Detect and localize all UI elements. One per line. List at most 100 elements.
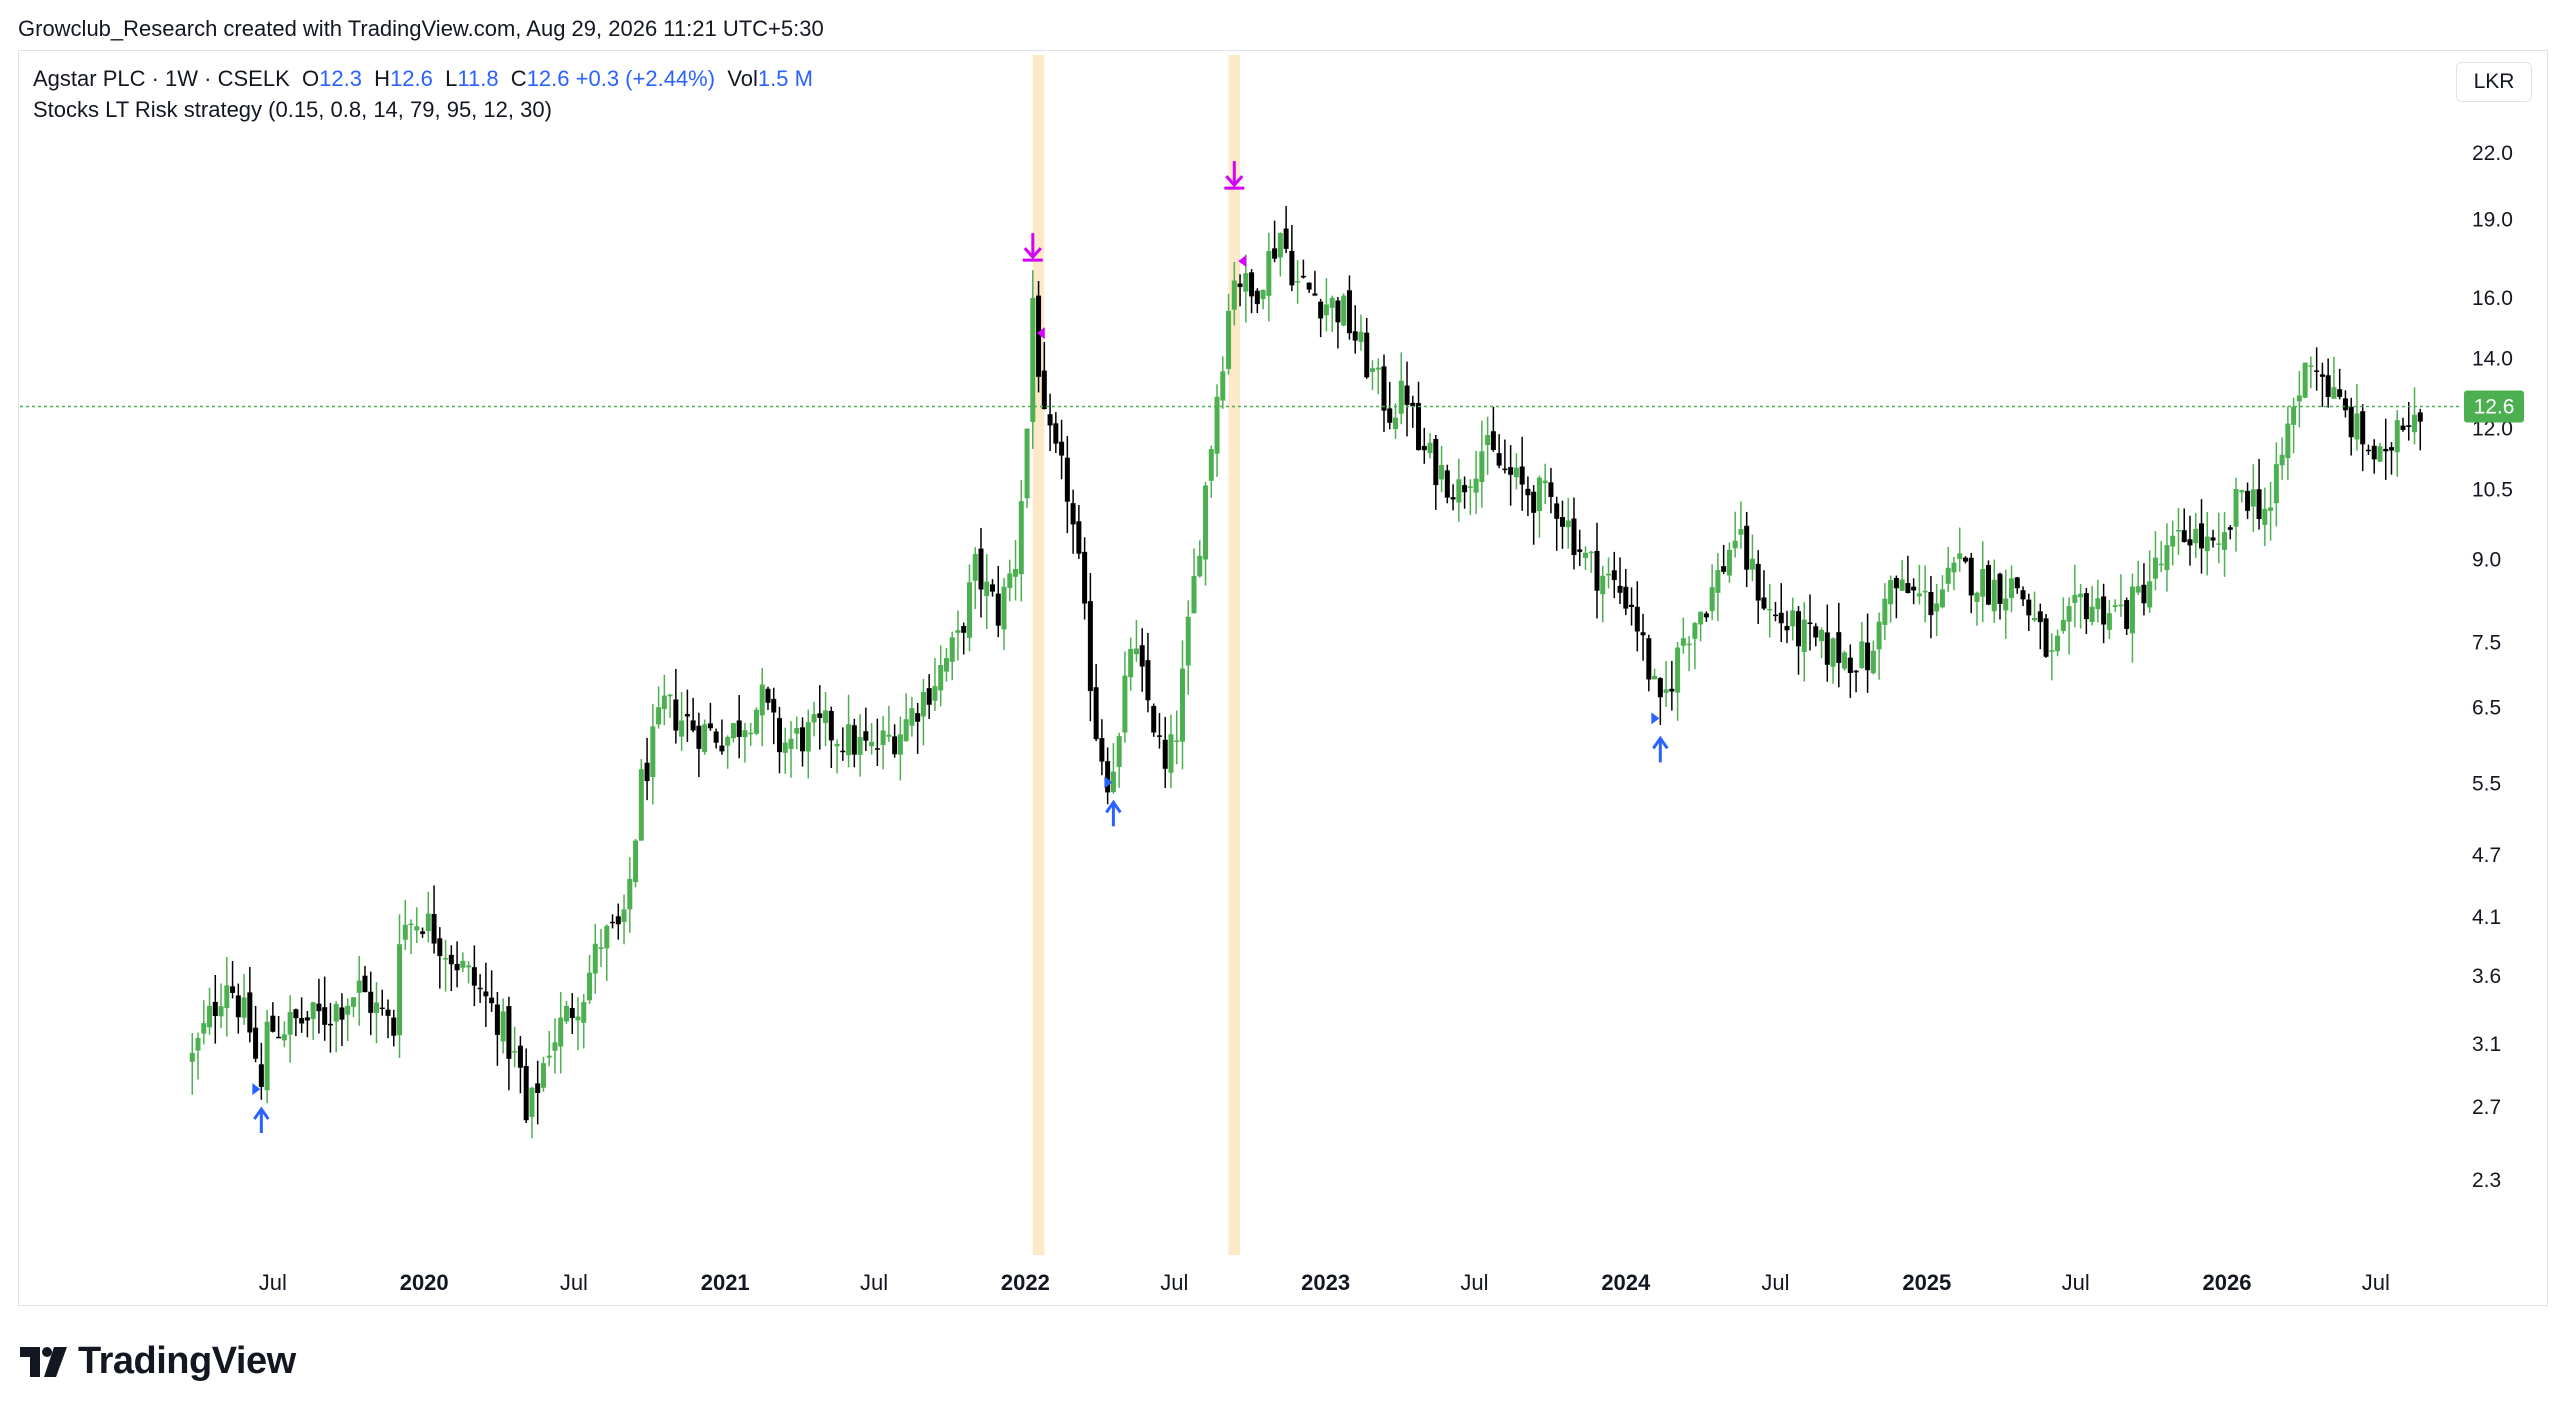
candle [402, 899, 408, 951]
candle [1220, 356, 1226, 409]
candle [707, 702, 713, 731]
candle [2101, 583, 2107, 644]
candle [569, 993, 575, 1035]
candle [1462, 476, 1468, 509]
candle [1824, 604, 1830, 682]
x-tick-label: Jul [1761, 1270, 1789, 1295]
legend-symbol[interactable]: Agstar PLC · 1W · CSELK [33, 66, 290, 91]
candle [1928, 575, 1934, 639]
candle [443, 939, 449, 992]
open-label: O [301, 66, 320, 91]
candle [1554, 496, 1560, 551]
candle [1916, 564, 1922, 605]
candle [1813, 623, 1819, 647]
candle [276, 1016, 282, 1039]
candle [1335, 297, 1341, 349]
candle [2083, 588, 2089, 634]
candle [1047, 393, 1053, 452]
candle [1001, 577, 1007, 650]
candle [1427, 433, 1433, 459]
candle [1796, 606, 1802, 675]
x-tick-label: 2023 [1301, 1270, 1350, 1295]
y-tick-label: 10.5 [2472, 478, 2513, 501]
candle [1559, 500, 1565, 549]
candle [1652, 668, 1658, 680]
candle [2319, 362, 2325, 408]
candle [2060, 597, 2066, 634]
candle [1836, 602, 1842, 688]
candle [892, 724, 898, 758]
candle [1974, 591, 1980, 626]
candle [235, 983, 241, 1034]
y-tick-label: 14.0 [2472, 348, 2513, 371]
candle [1116, 732, 1122, 788]
x-axis: Jul 2020 Jul 2021 Jul 2022 Jul 2023 Jul 2024 Jul 20… [259, 1270, 2390, 1295]
candle [1640, 613, 1646, 661]
currency-button[interactable]: LKR [2456, 62, 2532, 102]
candle [195, 1032, 201, 1080]
candle [920, 678, 926, 746]
candle [494, 992, 500, 1066]
candle [575, 997, 581, 1051]
candle [1473, 451, 1479, 514]
candle [523, 1048, 529, 1123]
candle [2210, 529, 2216, 548]
candle [1076, 504, 1082, 559]
candle [2239, 489, 2245, 503]
candle [1582, 546, 1588, 570]
candle [2118, 574, 2124, 617]
candle [1312, 270, 1318, 296]
candle [1128, 637, 1134, 691]
y-tick-label: 4.7 [2472, 844, 2501, 867]
open-value: 12.3 [319, 66, 362, 91]
change-value: +0.3 (+2.44%) [575, 66, 716, 91]
candle [1899, 559, 1905, 591]
candle [414, 907, 420, 943]
candle [1847, 644, 1853, 699]
candle [1387, 381, 1393, 430]
y-tick-label: 3.1 [2472, 1033, 2501, 1056]
candle [1404, 361, 1410, 437]
candle [932, 657, 938, 711]
sell-signal-arrow [1224, 161, 1247, 268]
candle [788, 721, 794, 778]
candle [1934, 584, 1940, 637]
candle [212, 974, 218, 1044]
x-tick-label: 2020 [400, 1270, 449, 1295]
strategy-legend[interactable]: Stocks LT Risk strategy (0.15, 0.8, 14, … [33, 97, 552, 122]
candle [627, 857, 633, 933]
candle [2400, 417, 2406, 432]
candle [1197, 540, 1203, 578]
candle [702, 719, 708, 755]
candle [2256, 458, 2262, 530]
candle [2026, 593, 2032, 632]
candle [1629, 587, 1635, 626]
candle [1496, 434, 1502, 469]
volume-label: Vol [727, 66, 758, 91]
candle [477, 974, 483, 1003]
candle [1726, 542, 1732, 583]
candle [1991, 559, 1997, 623]
candle [1168, 714, 1174, 789]
candle [1214, 384, 1220, 477]
candle [719, 719, 725, 755]
candle [1433, 434, 1439, 510]
candle [1237, 274, 1243, 307]
candle [483, 962, 489, 1027]
candle [771, 687, 777, 745]
candle [350, 996, 356, 1018]
candle [1421, 427, 1427, 464]
candle [1905, 555, 1911, 594]
candle [1663, 661, 1669, 707]
candle [753, 707, 759, 736]
candle [736, 695, 742, 759]
candle [397, 914, 403, 1059]
x-tick-label: Jul [2362, 1270, 2390, 1295]
candle [2129, 573, 2135, 663]
candle [2152, 530, 2158, 591]
candle [1352, 305, 1358, 354]
candle [2273, 442, 2279, 527]
candle [1289, 224, 1295, 292]
sell-signal-arrow [1022, 233, 1045, 340]
